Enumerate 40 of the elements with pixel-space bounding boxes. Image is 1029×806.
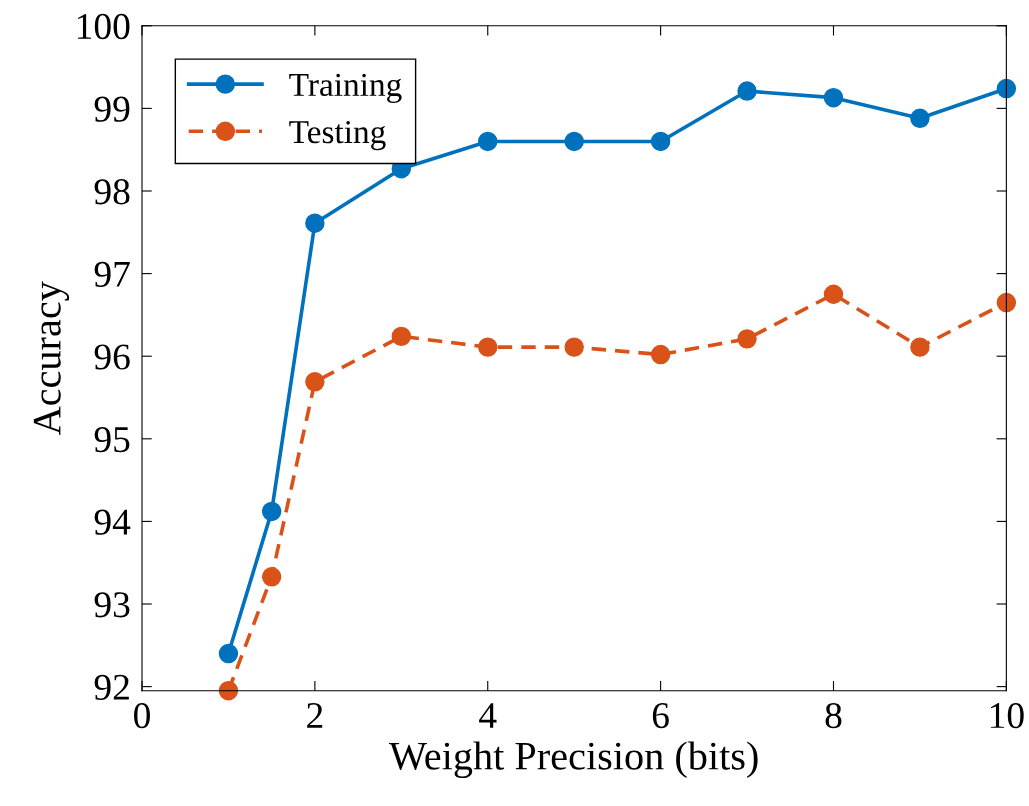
point xyxy=(823,284,844,304)
point xyxy=(996,292,1017,313)
x-tick-label: 0 xyxy=(134,702,150,729)
y-tick-label: 94 xyxy=(94,509,131,535)
x-tick-label: 6 xyxy=(652,703,669,729)
x-tick-label: 4 xyxy=(479,703,497,728)
point xyxy=(564,131,584,152)
x-tick-label: 10 xyxy=(990,702,1024,729)
y-tick-label: 99 xyxy=(94,96,130,122)
y-tick-label: 92 xyxy=(94,674,129,700)
x-tick-label: 8 xyxy=(825,702,842,729)
point xyxy=(478,337,498,357)
point xyxy=(910,337,930,357)
legend-label: Training xyxy=(289,73,402,103)
point xyxy=(910,108,930,129)
y-tick-label: 97 xyxy=(94,261,130,287)
y-tick-label: 98 xyxy=(94,179,130,205)
point xyxy=(650,131,671,152)
point xyxy=(996,78,1017,99)
point xyxy=(261,567,282,587)
y-tick-label: 95 xyxy=(94,426,130,453)
point xyxy=(305,372,325,392)
point xyxy=(218,643,239,664)
point xyxy=(305,213,325,233)
point xyxy=(737,81,757,101)
point xyxy=(823,87,844,108)
point xyxy=(478,131,498,152)
y-axis-title: Accuracy xyxy=(33,281,70,436)
point xyxy=(564,337,584,357)
point xyxy=(391,326,412,347)
point xyxy=(261,501,282,522)
x-tick-label: 2 xyxy=(307,703,323,728)
point xyxy=(650,344,671,365)
legend-label: Testing xyxy=(289,120,386,151)
point xyxy=(737,329,757,349)
point xyxy=(218,681,239,701)
y-tick-label: 96 xyxy=(94,344,130,370)
y-tick-label: 100 xyxy=(77,13,130,40)
y-tick-label: 93 xyxy=(94,592,130,618)
x-axis-title: Weight Precision (bits) xyxy=(389,741,758,779)
